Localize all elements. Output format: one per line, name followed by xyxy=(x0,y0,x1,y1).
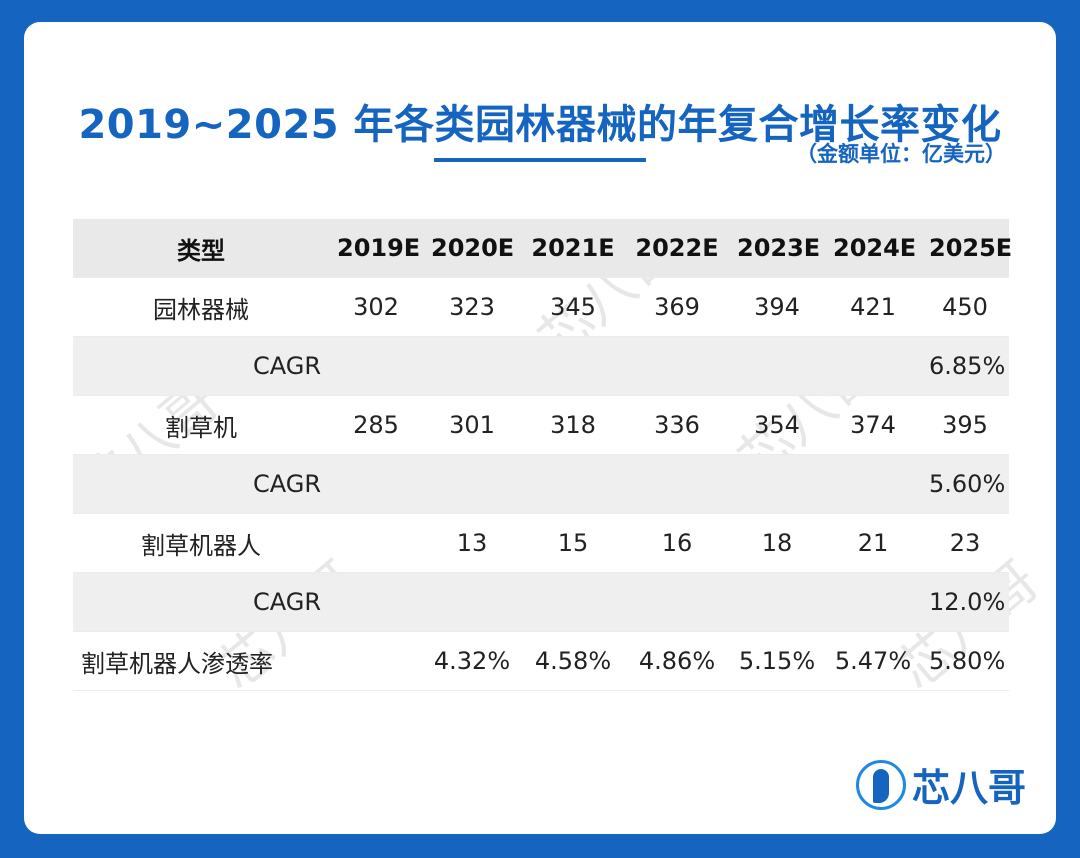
table-row: 割草机器人渗透率 4.32% 4.58% 4.86% 5.15% 5.47% 5… xyxy=(73,631,1009,691)
table-cell xyxy=(329,631,423,691)
table-cell xyxy=(521,336,625,396)
table-cell xyxy=(521,454,625,514)
row-label: CAGR xyxy=(73,454,329,514)
table-row: CAGR 5.60% xyxy=(73,454,1009,514)
table-cell: 6.85% xyxy=(921,336,1009,396)
table-cell xyxy=(423,336,521,396)
row-label: CAGR xyxy=(73,572,329,632)
bird-logo-icon xyxy=(855,759,906,810)
table-cell xyxy=(625,336,729,396)
row-label: 园林器械 xyxy=(73,277,329,337)
table-cell: 394 xyxy=(729,277,825,337)
brand-logo: 芯八哥 xyxy=(855,757,1026,812)
table-row: 园林器械 302 323 345 369 394 421 450 xyxy=(73,277,1009,337)
table-cell: 323 xyxy=(423,277,521,337)
table-cell: 21 xyxy=(825,513,921,573)
table-cell xyxy=(423,572,521,632)
table-cell: 354 xyxy=(729,395,825,455)
header-cell: 2019E xyxy=(329,219,423,278)
table-cell xyxy=(729,454,825,514)
table-cell: 421 xyxy=(825,277,921,337)
header-cell: 类型 xyxy=(73,219,329,278)
header-cell: 2024E xyxy=(825,219,921,278)
table-cell: 301 xyxy=(423,395,521,455)
table-cell: 369 xyxy=(625,277,729,337)
row-label: 割草机器人渗透率 xyxy=(73,631,329,691)
table-cell xyxy=(625,572,729,632)
table-cell xyxy=(729,572,825,632)
table-cell xyxy=(625,454,729,514)
table-row: CAGR 12.0% xyxy=(73,572,1009,632)
table-cell: 13 xyxy=(423,513,521,573)
table-cell: 5.15% xyxy=(729,631,825,691)
table-cell: 15 xyxy=(521,513,625,573)
table-cell xyxy=(329,336,423,396)
table-cell: 12.0% xyxy=(921,572,1009,632)
cagr-table: 类型 2019E 2020E 2021E 2022E 2023E 2024E 2… xyxy=(73,219,1012,691)
table-cell: 18 xyxy=(729,513,825,573)
logo-text: 芯八哥 xyxy=(911,766,1026,810)
table-cell: 395 xyxy=(921,395,1009,455)
row-label: 割草机器人 xyxy=(73,513,329,573)
table-cell: 285 xyxy=(329,395,423,455)
header-cell: 2025E xyxy=(921,219,1012,278)
table-cell: 345 xyxy=(521,277,625,337)
header-cell: 2020E xyxy=(423,219,521,278)
table-row: 割草机 285 301 318 336 354 374 395 xyxy=(73,395,1009,455)
table-cell xyxy=(329,513,423,573)
table-cell xyxy=(825,454,921,514)
table-cell: 4.32% xyxy=(423,631,521,691)
table-cell xyxy=(329,572,423,632)
page-title: 2019~2025 年各类园林器械的年复合增长率变化 xyxy=(78,102,1002,148)
table-cell: 5.80% xyxy=(921,631,1009,691)
table-cell xyxy=(825,572,921,632)
table-cell: 302 xyxy=(329,277,423,337)
row-label: 割草机 xyxy=(73,395,329,455)
row-label: CAGR xyxy=(73,336,329,396)
table-cell: 4.58% xyxy=(521,631,625,691)
table-cell: 374 xyxy=(825,395,921,455)
header-cell: 2023E xyxy=(729,219,825,278)
table-cell: 450 xyxy=(921,277,1009,337)
unit-note: （金额单位：亿美元） xyxy=(796,142,1006,166)
table-row: CAGR 6.85% xyxy=(73,336,1009,396)
table-cell xyxy=(329,454,423,514)
table-cell: 5.47% xyxy=(825,631,921,691)
table-cell: 336 xyxy=(625,395,729,455)
table-cell xyxy=(521,572,625,632)
title-underline xyxy=(434,158,646,162)
table-cell: 4.86% xyxy=(625,631,729,691)
table-cell: 23 xyxy=(921,513,1009,573)
content-card: 2019~2025 年各类园林器械的年复合增长率变化 （金额单位：亿美元） 芯八… xyxy=(24,22,1056,834)
table-cell xyxy=(729,336,825,396)
table-cell xyxy=(825,336,921,396)
table-row: 割草机器人 13 15 16 18 21 23 xyxy=(73,513,1009,573)
header-cell: 2021E xyxy=(521,219,625,278)
table-cell xyxy=(423,454,521,514)
header-cell: 2022E xyxy=(625,219,729,278)
table-cell: 16 xyxy=(625,513,729,573)
table-cell: 5.60% xyxy=(921,454,1009,514)
table-header-row: 类型 2019E 2020E 2021E 2022E 2023E 2024E 2… xyxy=(73,219,1012,278)
table-cell: 318 xyxy=(521,395,625,455)
